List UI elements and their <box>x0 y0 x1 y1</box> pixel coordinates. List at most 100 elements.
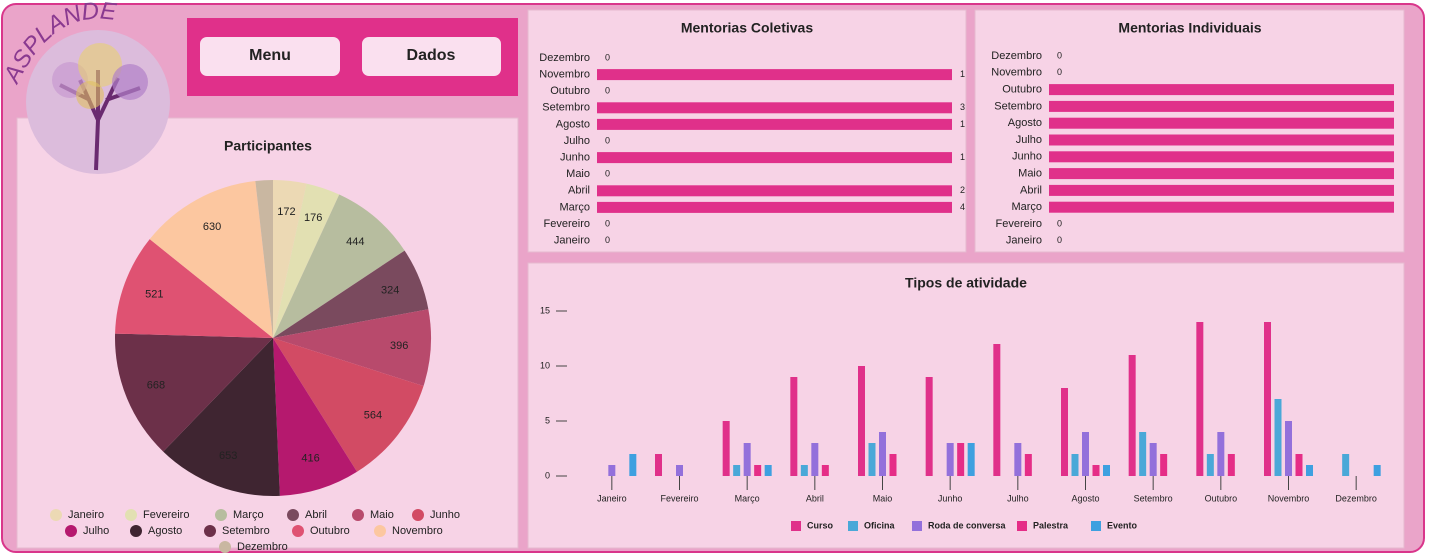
legend-marker <box>50 509 62 521</box>
value-label: 0 <box>605 218 610 228</box>
bar <box>1128 355 1136 476</box>
bar <box>1049 151 1394 163</box>
legend-marker <box>125 509 137 521</box>
menu-button-label[interactable]: Menu <box>249 47 291 64</box>
bar <box>1306 465 1313 476</box>
bar <box>925 377 933 476</box>
legend-marker <box>1091 521 1101 531</box>
legend-label: Junho <box>430 509 460 521</box>
bar <box>1160 454 1168 476</box>
pie-slice <box>273 183 340 338</box>
bar <box>868 443 876 476</box>
pie-slice <box>273 194 405 338</box>
bar <box>1014 443 1022 476</box>
value-label: 0 <box>605 52 610 62</box>
legend-label: Maio <box>370 509 394 521</box>
y-tick-label: Novembro <box>539 69 590 81</box>
bar <box>1049 184 1394 196</box>
bar <box>1342 454 1350 476</box>
legend-label: Curso <box>807 520 834 530</box>
x-tick-label: Outubro <box>1205 493 1238 503</box>
legend-marker <box>374 525 386 537</box>
legend-marker <box>912 521 922 531</box>
y-tick-label: Julho <box>564 135 590 147</box>
bar <box>800 465 808 476</box>
bar <box>1139 432 1147 476</box>
y-tick-label: Agosto <box>556 118 590 130</box>
x-tick-label: Junho <box>938 493 963 503</box>
panel <box>527 9 967 253</box>
legend-label: Oficina <box>864 520 896 530</box>
value-label: 0 <box>1057 235 1062 245</box>
x-tick-label: Agosto <box>1071 493 1099 503</box>
bar <box>821 465 829 476</box>
pie-slice <box>273 309 431 387</box>
slice-label: 564 <box>364 409 382 421</box>
bar <box>1227 454 1235 476</box>
y-tick-label: Junho <box>560 152 590 164</box>
pie-slice <box>273 250 429 338</box>
legend-label: Agosto <box>148 525 182 537</box>
bar <box>1264 322 1271 476</box>
pie-slice <box>273 338 424 472</box>
y-tick-label: Março <box>559 201 590 213</box>
legend-marker <box>791 521 801 531</box>
slice-label: 172 <box>277 206 295 218</box>
y-tick-label: Abril <box>568 185 590 197</box>
y-tick-label: Maio <box>1018 168 1042 180</box>
bar <box>764 465 772 476</box>
legend-label: Evento <box>1107 520 1138 530</box>
y-tick-label: Dezembro <box>991 50 1042 62</box>
legend-marker <box>287 509 299 521</box>
bar <box>1061 388 1068 476</box>
data-button-label[interactable]: Dados <box>407 47 456 64</box>
bar <box>754 465 762 476</box>
chart-title: Mentorias Coletivas <box>681 20 813 36</box>
bar <box>743 443 751 476</box>
y-tick-label: Novembro <box>991 67 1042 79</box>
y-tick-label: Janeiro <box>1006 235 1042 247</box>
value-label: 1 <box>960 152 965 162</box>
value-label: 0 <box>605 169 610 179</box>
chart-title: Mentorias Individuais <box>1118 20 1261 36</box>
value-label: 1 <box>960 69 965 79</box>
bar <box>1274 399 1282 476</box>
pie-slice <box>273 338 358 496</box>
x-tick-label: Maio <box>873 493 893 503</box>
x-tick-label: Março <box>735 493 760 503</box>
y-tick-label: Setembro <box>994 100 1042 112</box>
bar <box>1196 322 1204 476</box>
slice-label: 668 <box>147 380 165 392</box>
value-label: 2 <box>960 185 965 195</box>
y-tick-label: Fevereiro <box>996 218 1042 230</box>
legend-marker <box>1017 521 1027 531</box>
bar <box>957 443 965 476</box>
legend-marker <box>412 509 424 521</box>
bar <box>1092 465 1100 476</box>
bar <box>1295 454 1303 476</box>
x-tick-label: Julho <box>1007 493 1029 503</box>
legend-marker <box>204 525 216 537</box>
pie-slice <box>255 180 273 338</box>
bar <box>1049 84 1394 96</box>
slice-label: 396 <box>390 340 408 352</box>
legend-label: Outubro <box>310 525 350 537</box>
bar <box>1049 201 1394 213</box>
menu-button[interactable] <box>200 37 340 76</box>
pie-slice <box>163 338 280 496</box>
y-tick-label: Janeiro <box>554 235 590 247</box>
slice-label: 176 <box>304 212 322 224</box>
legend-label: Julho <box>83 525 109 537</box>
panel <box>527 262 1405 549</box>
pie-slice <box>115 333 273 452</box>
pie-slice <box>149 180 273 338</box>
bar <box>597 69 952 81</box>
bar <box>879 432 886 476</box>
bar <box>1071 454 1079 476</box>
y-tick-label: Junho <box>1012 151 1042 163</box>
data-button[interactable] <box>362 37 501 76</box>
value-label: 3 <box>960 102 965 112</box>
y-tick-label: Março <box>1011 201 1042 213</box>
legend-marker <box>352 509 364 521</box>
